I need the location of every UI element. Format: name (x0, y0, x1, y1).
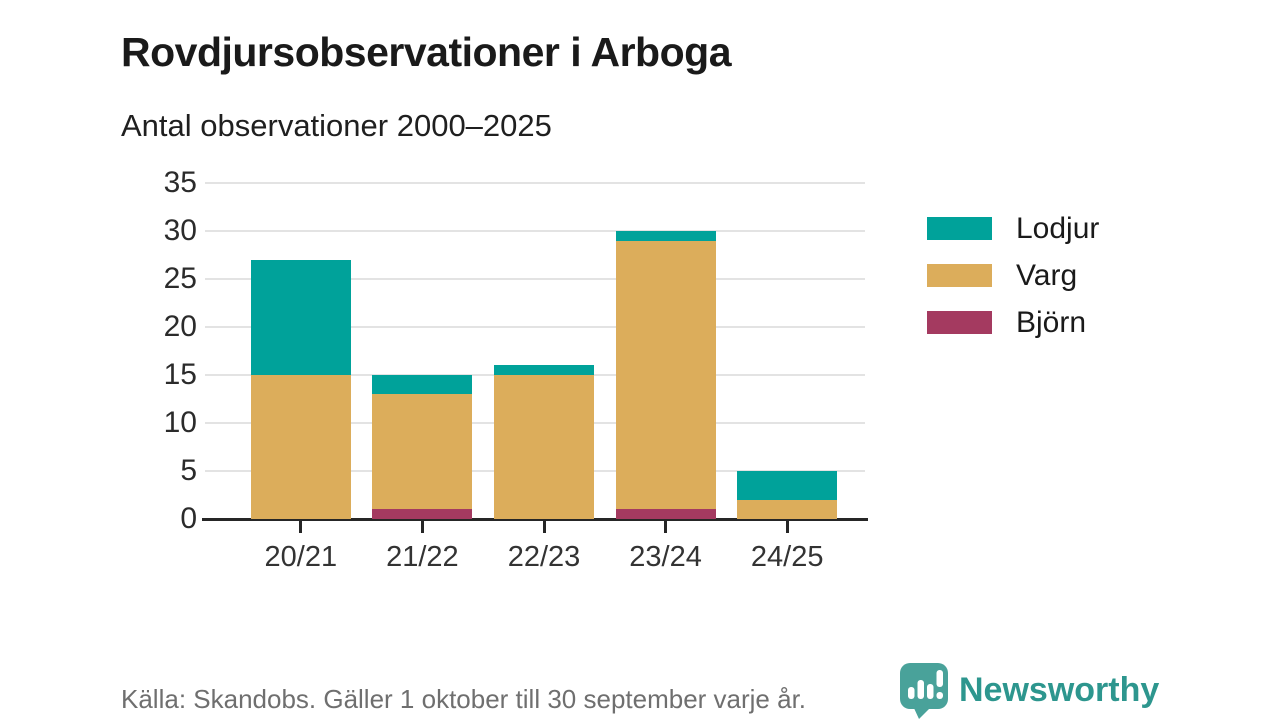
source-note: Källa: Skandobs. Gäller 1 oktober till 3… (121, 684, 807, 714)
bar-segment-lodjur-21-22 (372, 375, 473, 395)
x-tick-label: 24/25 (750, 541, 824, 573)
x-tick-label: 20/21 (264, 541, 338, 573)
legend-swatch-lodjur (927, 217, 992, 240)
legend-row-lodjur: Lodjur (927, 212, 1099, 245)
gridline (205, 230, 865, 232)
y-tick-label: 5 (180, 454, 197, 487)
bar-segment-lodjur-23-24 (615, 231, 716, 241)
bar-segment-varg-22-23 (494, 375, 594, 519)
x-tick (785, 521, 789, 533)
legend-row-björn: Björn (927, 306, 1099, 339)
gridline (205, 278, 865, 280)
y-tick-label: 20 (163, 310, 197, 343)
x-tick (542, 521, 546, 533)
x-tick (664, 521, 668, 533)
chart-title: Rovdjursobservationer i Arboga (121, 29, 732, 76)
x-tick (299, 521, 303, 533)
bar-segment-lodjur-22-23 (494, 365, 594, 375)
legend-row-varg: Varg (927, 259, 1099, 292)
bar-segment-lodjur-24-25 (737, 471, 838, 500)
y-tick-label: 35 (163, 166, 197, 199)
x-tick (420, 521, 424, 533)
y-tick-label: 30 (163, 214, 197, 247)
x-tick-label: 22/23 (507, 541, 581, 573)
x-tick-label: 23/24 (629, 541, 702, 573)
y-tick-label: 25 (163, 262, 197, 295)
bar-segment-varg-23-24 (615, 240, 716, 510)
y-tick-label: 15 (163, 358, 197, 391)
bar-segment-varg-24-25 (737, 499, 838, 519)
x-tick-label: 21/22 (386, 541, 459, 573)
legend-swatch-björn (927, 311, 992, 334)
brand-lockup: Newsworthy (897, 660, 1159, 720)
legend-swatch-varg (927, 264, 992, 287)
legend-label: Lodjur (1016, 211, 1100, 245)
bar-segment-varg-21-22 (372, 394, 473, 510)
gridline (205, 182, 865, 184)
y-tick-label: 10 (163, 406, 197, 439)
bar-segment-björn-21-22 (372, 509, 473, 519)
bar-segment-björn-23-24 (615, 509, 716, 519)
bar-segment-varg-20-21 (250, 375, 351, 519)
newsworthy-logo-icon (900, 663, 948, 719)
y-tick-label: 0 (180, 502, 197, 535)
brand-name: Newsworthy (959, 671, 1160, 709)
gridline (205, 326, 865, 328)
legend-label: Björn (1016, 305, 1087, 339)
chart-subtitle: Antal observationer 2000–2025 (121, 108, 552, 143)
legend: Lodjur Varg Björn (927, 212, 1099, 353)
x-axis-line (202, 518, 868, 521)
legend-label: Varg (1016, 258, 1078, 292)
bar-segment-lodjur-20-21 (250, 259, 351, 375)
